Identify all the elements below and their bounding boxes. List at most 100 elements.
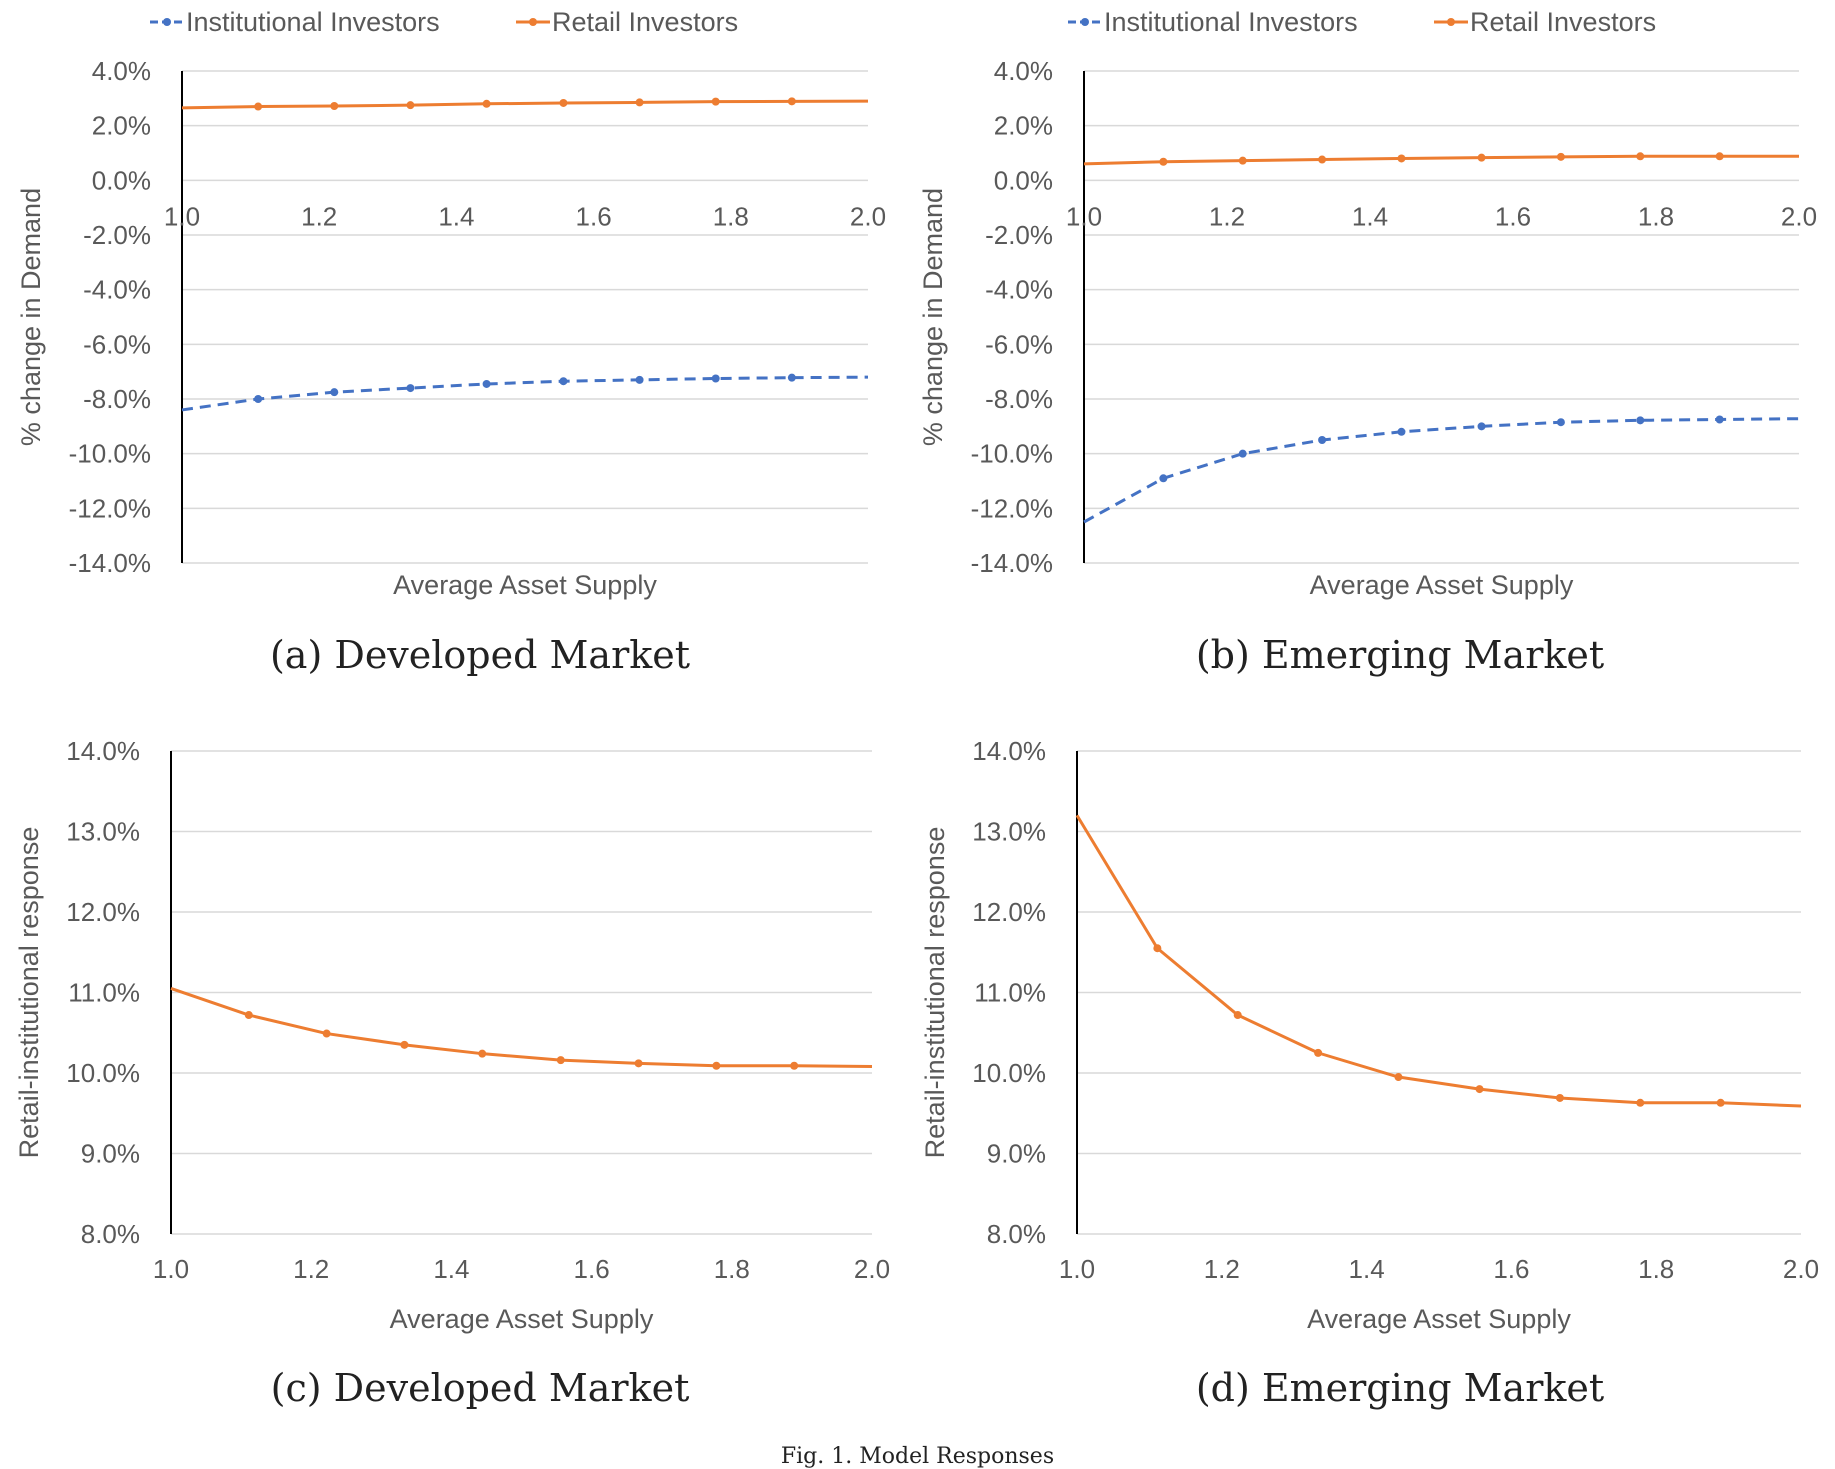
legend-marker bbox=[1081, 18, 1089, 26]
caption-b: (b) Emerging Market bbox=[1195, 633, 1605, 677]
data-point bbox=[1397, 154, 1406, 163]
data-point bbox=[556, 1056, 565, 1065]
data-point bbox=[244, 1011, 253, 1020]
y-tick-label: 14.0% bbox=[66, 736, 140, 766]
data-point bbox=[1555, 1093, 1564, 1102]
data-point bbox=[1475, 1085, 1484, 1094]
series-line-retail-investors bbox=[181, 99, 869, 110]
series-line-institutional-investors bbox=[181, 375, 869, 412]
series-line-series bbox=[1075, 814, 1802, 1108]
y-tick-label: -6.0% bbox=[83, 329, 151, 359]
data-point bbox=[1238, 449, 1247, 458]
data-point bbox=[787, 97, 796, 106]
y-tick-label: 0.0% bbox=[92, 165, 151, 195]
data-point bbox=[478, 1049, 487, 1058]
x-axis-label: Average Asset Supply bbox=[1310, 570, 1574, 600]
y-tick-label: 13.0% bbox=[66, 817, 140, 847]
x-tick-label: 1.4 bbox=[1352, 201, 1388, 231]
data-point bbox=[1715, 415, 1724, 424]
x-tick-label: 1.4 bbox=[1349, 1254, 1385, 1284]
data-point bbox=[634, 1059, 643, 1068]
data-point bbox=[711, 97, 720, 106]
y-tick-label: -14.0% bbox=[971, 548, 1053, 578]
x-tick-label: 2.0 bbox=[850, 201, 886, 231]
data-point bbox=[711, 374, 720, 383]
caption-a: (a) Developed Market bbox=[269, 633, 691, 677]
x-tick-label: 2.0 bbox=[854, 1254, 890, 1284]
data-point bbox=[1477, 422, 1486, 431]
data-point bbox=[790, 1061, 799, 1070]
data-point bbox=[1314, 1048, 1323, 1057]
x-tick-label: 1.4 bbox=[433, 1254, 469, 1284]
x-tick-label: 1.2 bbox=[293, 1254, 329, 1284]
y-tick-label: -8.0% bbox=[985, 384, 1053, 414]
data-point bbox=[400, 1040, 409, 1049]
data-point bbox=[330, 101, 339, 110]
y-tick-label: -10.0% bbox=[69, 439, 151, 469]
y-tick-label: -8.0% bbox=[83, 384, 151, 414]
legend-label: Retail Investors bbox=[552, 7, 738, 37]
data-point bbox=[322, 1029, 331, 1038]
chart-panel-2: 4.0% 2.0% 0.0% -2.0% -4.0% -6.0% -8.0% -10.0% -1… bbox=[918, 7, 1817, 600]
series-line-series bbox=[170, 987, 873, 1069]
y-tick-label: 11.0% bbox=[68, 978, 140, 1008]
x-axis-label: Average Asset Supply bbox=[393, 570, 657, 600]
x-tick-label: 1.2 bbox=[1204, 1254, 1240, 1284]
y-axis-label: % change in Demand bbox=[16, 188, 46, 446]
data-point bbox=[1318, 436, 1327, 444]
data-point bbox=[1153, 944, 1162, 953]
y-axis-label: Retail-institutional response bbox=[14, 827, 44, 1159]
data-point bbox=[635, 98, 644, 107]
data-point bbox=[406, 101, 415, 110]
x-tick-label: 1.8 bbox=[713, 201, 749, 231]
legend-label: Institutional Investors bbox=[186, 7, 440, 37]
y-tick-label: -12.0% bbox=[971, 493, 1053, 523]
y-tick-label: 14.0% bbox=[972, 736, 1046, 766]
data-point bbox=[712, 1061, 721, 1070]
x-tick-label: 1.8 bbox=[1638, 1254, 1674, 1284]
data-point bbox=[254, 102, 263, 111]
legend-label: Retail Investors bbox=[1470, 7, 1656, 37]
chart-panel-1: 4.0% 2.0% 0.0% -2.0% -4.0% -6.0% -8.0% -10.0% -1… bbox=[16, 7, 886, 600]
y-tick-label: 13.0% bbox=[972, 817, 1046, 847]
y-tick-label: -4.0% bbox=[83, 275, 151, 305]
y-tick-label: 0.0% bbox=[994, 165, 1053, 195]
data-point bbox=[1159, 474, 1168, 483]
data-point bbox=[1394, 1073, 1403, 1082]
data-point bbox=[1716, 1098, 1725, 1107]
y-tick-label: 11.0% bbox=[974, 978, 1046, 1008]
x-tick-label: 2.0 bbox=[1781, 201, 1817, 231]
y-tick-label: 9.0% bbox=[987, 1139, 1046, 1169]
data-point bbox=[1397, 427, 1406, 436]
x-tick-label: 1.6 bbox=[1493, 1254, 1529, 1284]
x-tick-label: 1.6 bbox=[1495, 201, 1531, 231]
data-point bbox=[254, 395, 263, 403]
data-point bbox=[1636, 152, 1645, 161]
data-point bbox=[635, 375, 644, 384]
legend-marker bbox=[1447, 18, 1455, 26]
series-line-retail-investors bbox=[1083, 154, 1799, 166]
x-tick-label: 1.4 bbox=[438, 201, 474, 231]
y-tick-label: 4.0% bbox=[92, 56, 151, 86]
y-tick-label: -2.0% bbox=[985, 220, 1053, 250]
x-tick-label: 1.8 bbox=[714, 1254, 750, 1284]
data-point bbox=[1556, 418, 1565, 427]
y-axis-label: % change in Demand bbox=[918, 188, 948, 446]
y-tick-label: 8.0% bbox=[987, 1219, 1046, 1249]
data-point bbox=[1556, 152, 1565, 161]
y-tick-label: 2.0% bbox=[92, 111, 151, 141]
x-tick-label: 1.2 bbox=[1209, 201, 1245, 231]
data-point bbox=[1477, 153, 1486, 162]
data-point bbox=[559, 377, 568, 386]
data-point bbox=[406, 384, 415, 393]
legend-marker bbox=[529, 18, 537, 26]
y-tick-label: -4.0% bbox=[985, 275, 1053, 305]
data-point bbox=[482, 379, 491, 388]
data-point bbox=[1318, 155, 1327, 164]
y-axis-label: Retail-institutional response bbox=[920, 827, 950, 1159]
data-point bbox=[1238, 156, 1247, 165]
x-tick-label: 1.6 bbox=[576, 201, 612, 231]
y-tick-label: -6.0% bbox=[985, 329, 1053, 359]
y-tick-label: 4.0% bbox=[994, 56, 1053, 86]
legend-marker bbox=[163, 18, 171, 26]
